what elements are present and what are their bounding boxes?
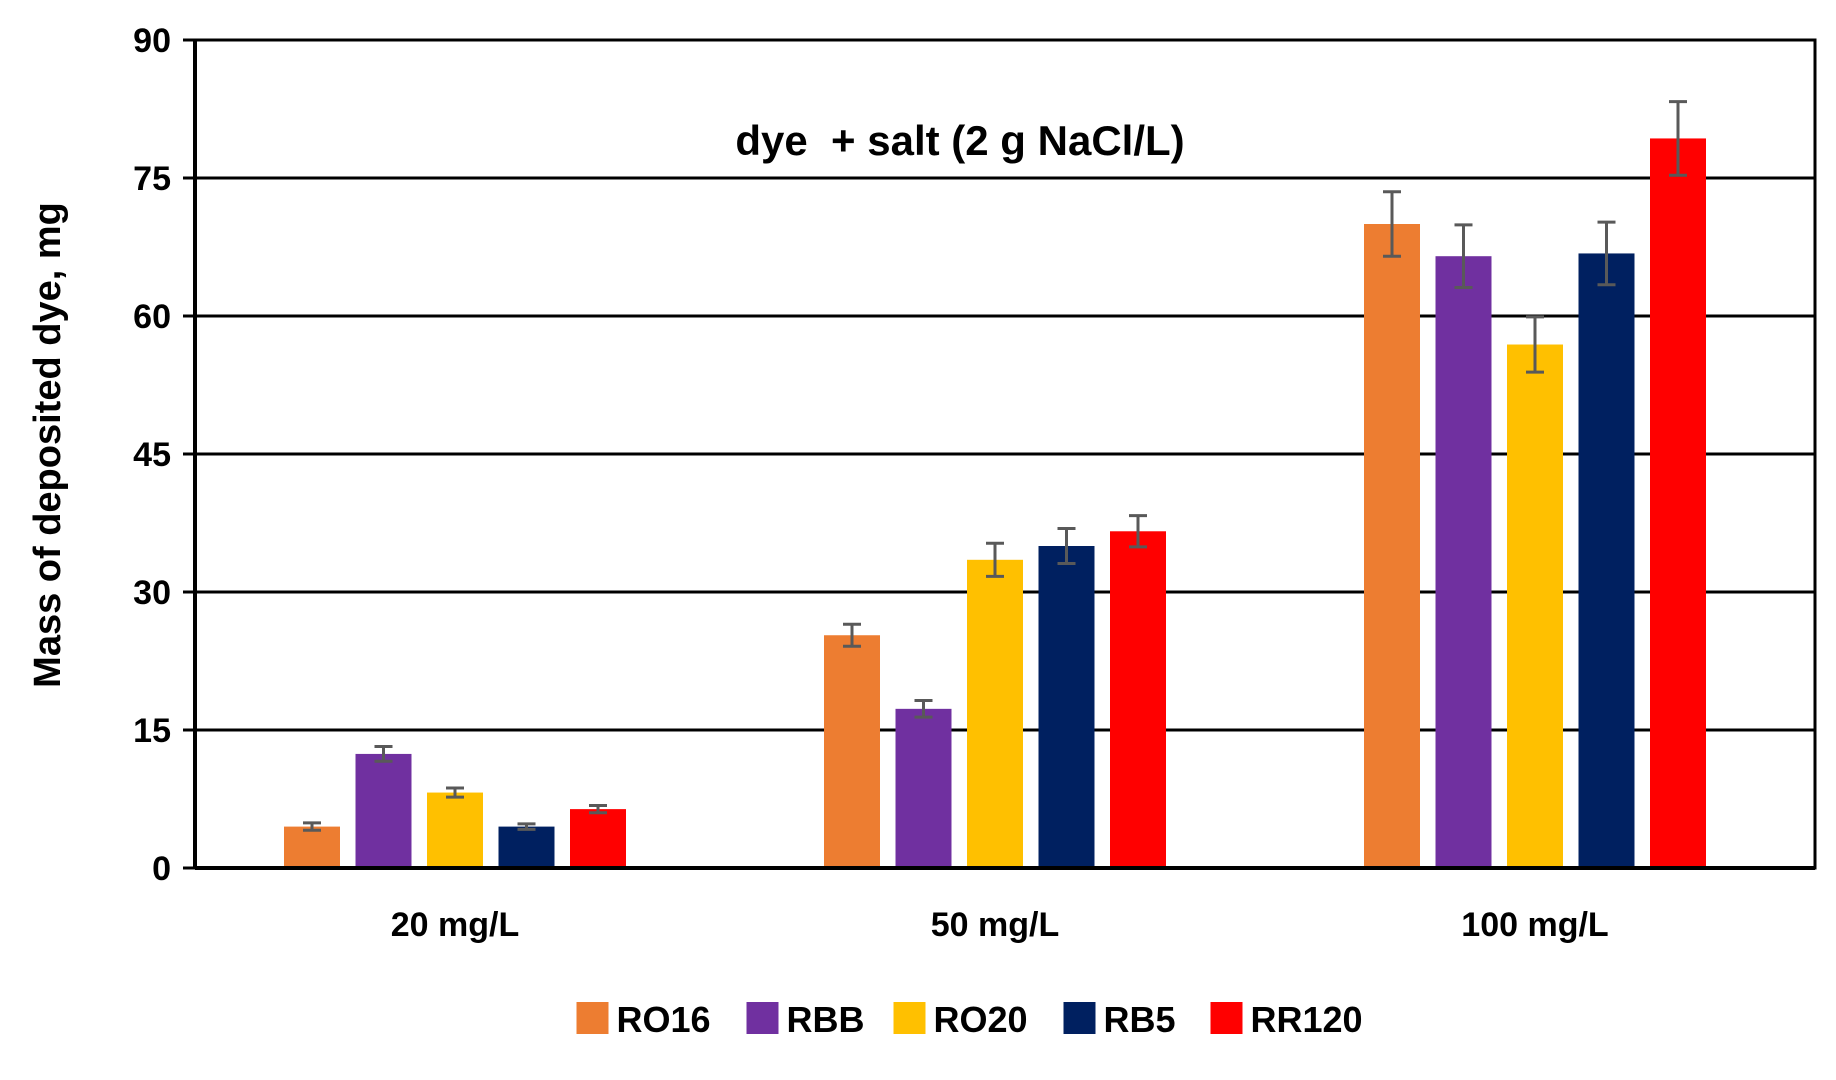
legend: RO16 RBB RO20 RB5 RR120 — [576, 999, 1363, 1040]
category-labels: 20 mg/L 50 mg/L 100 mg/L — [391, 906, 1609, 944]
y-tick-label-0: 0 — [152, 850, 171, 888]
bar-rbb-0 — [355, 753, 412, 868]
legend-swatch-ro20 — [893, 1002, 926, 1034]
legend-swatch-rbb — [746, 1002, 779, 1034]
bar-ro20-2 — [1507, 344, 1563, 868]
legend-label-rr120: RR120 — [1251, 999, 1363, 1040]
bar-rr120-1 — [1110, 531, 1166, 868]
y-tick-label-1: 15 — [133, 712, 171, 750]
legend-label-rb5: RB5 — [1104, 999, 1176, 1040]
error-bars — [303, 100, 1687, 832]
bar-ro16-0 — [284, 826, 340, 868]
bar-ro20-1 — [967, 559, 1023, 868]
chart-annotation: dye + salt (2 g NaCl/L) — [735, 117, 1184, 164]
legend-label-rbb: RBB — [787, 999, 865, 1040]
bar-ro16-1 — [824, 635, 880, 868]
legend-swatch-rr120 — [1210, 1002, 1243, 1034]
y-tick-label-2: 30 — [133, 574, 171, 612]
axes — [183, 38, 1817, 870]
bar-rb5-2 — [1578, 253, 1635, 868]
bar-rb5-1 — [1038, 546, 1095, 868]
bar-rr120-0 — [570, 809, 626, 868]
category-label-1: 50 mg/L — [931, 906, 1059, 944]
bar-ro20-0 — [427, 792, 483, 868]
y-tick-labels: 0 15 30 45 60 75 90 — [133, 22, 171, 888]
legend-swatch-rb5 — [1063, 1002, 1096, 1034]
category-label-2: 100 mg/L — [1461, 906, 1608, 944]
bar-ro16-2 — [1364, 224, 1420, 868]
legend-label-ro20: RO20 — [934, 999, 1028, 1040]
bar-rr120-2 — [1650, 138, 1706, 868]
bar-rbb-1 — [895, 708, 952, 868]
bars — [284, 138, 1706, 868]
legend-label-ro16: RO16 — [617, 999, 711, 1040]
y-tick-label-3: 45 — [133, 436, 171, 474]
bar-rbb-2 — [1435, 256, 1492, 868]
bar-rb5-0 — [498, 826, 555, 868]
y-axis-title: Mass of deposited dye, mg — [27, 202, 69, 688]
category-label-0: 20 mg/L — [391, 906, 519, 944]
y-tick-label-4: 60 — [133, 298, 171, 336]
y-tick-label-5: 75 — [133, 160, 171, 198]
legend-swatch-ro16 — [576, 1002, 609, 1034]
y-tick-label-6: 90 — [133, 22, 171, 60]
